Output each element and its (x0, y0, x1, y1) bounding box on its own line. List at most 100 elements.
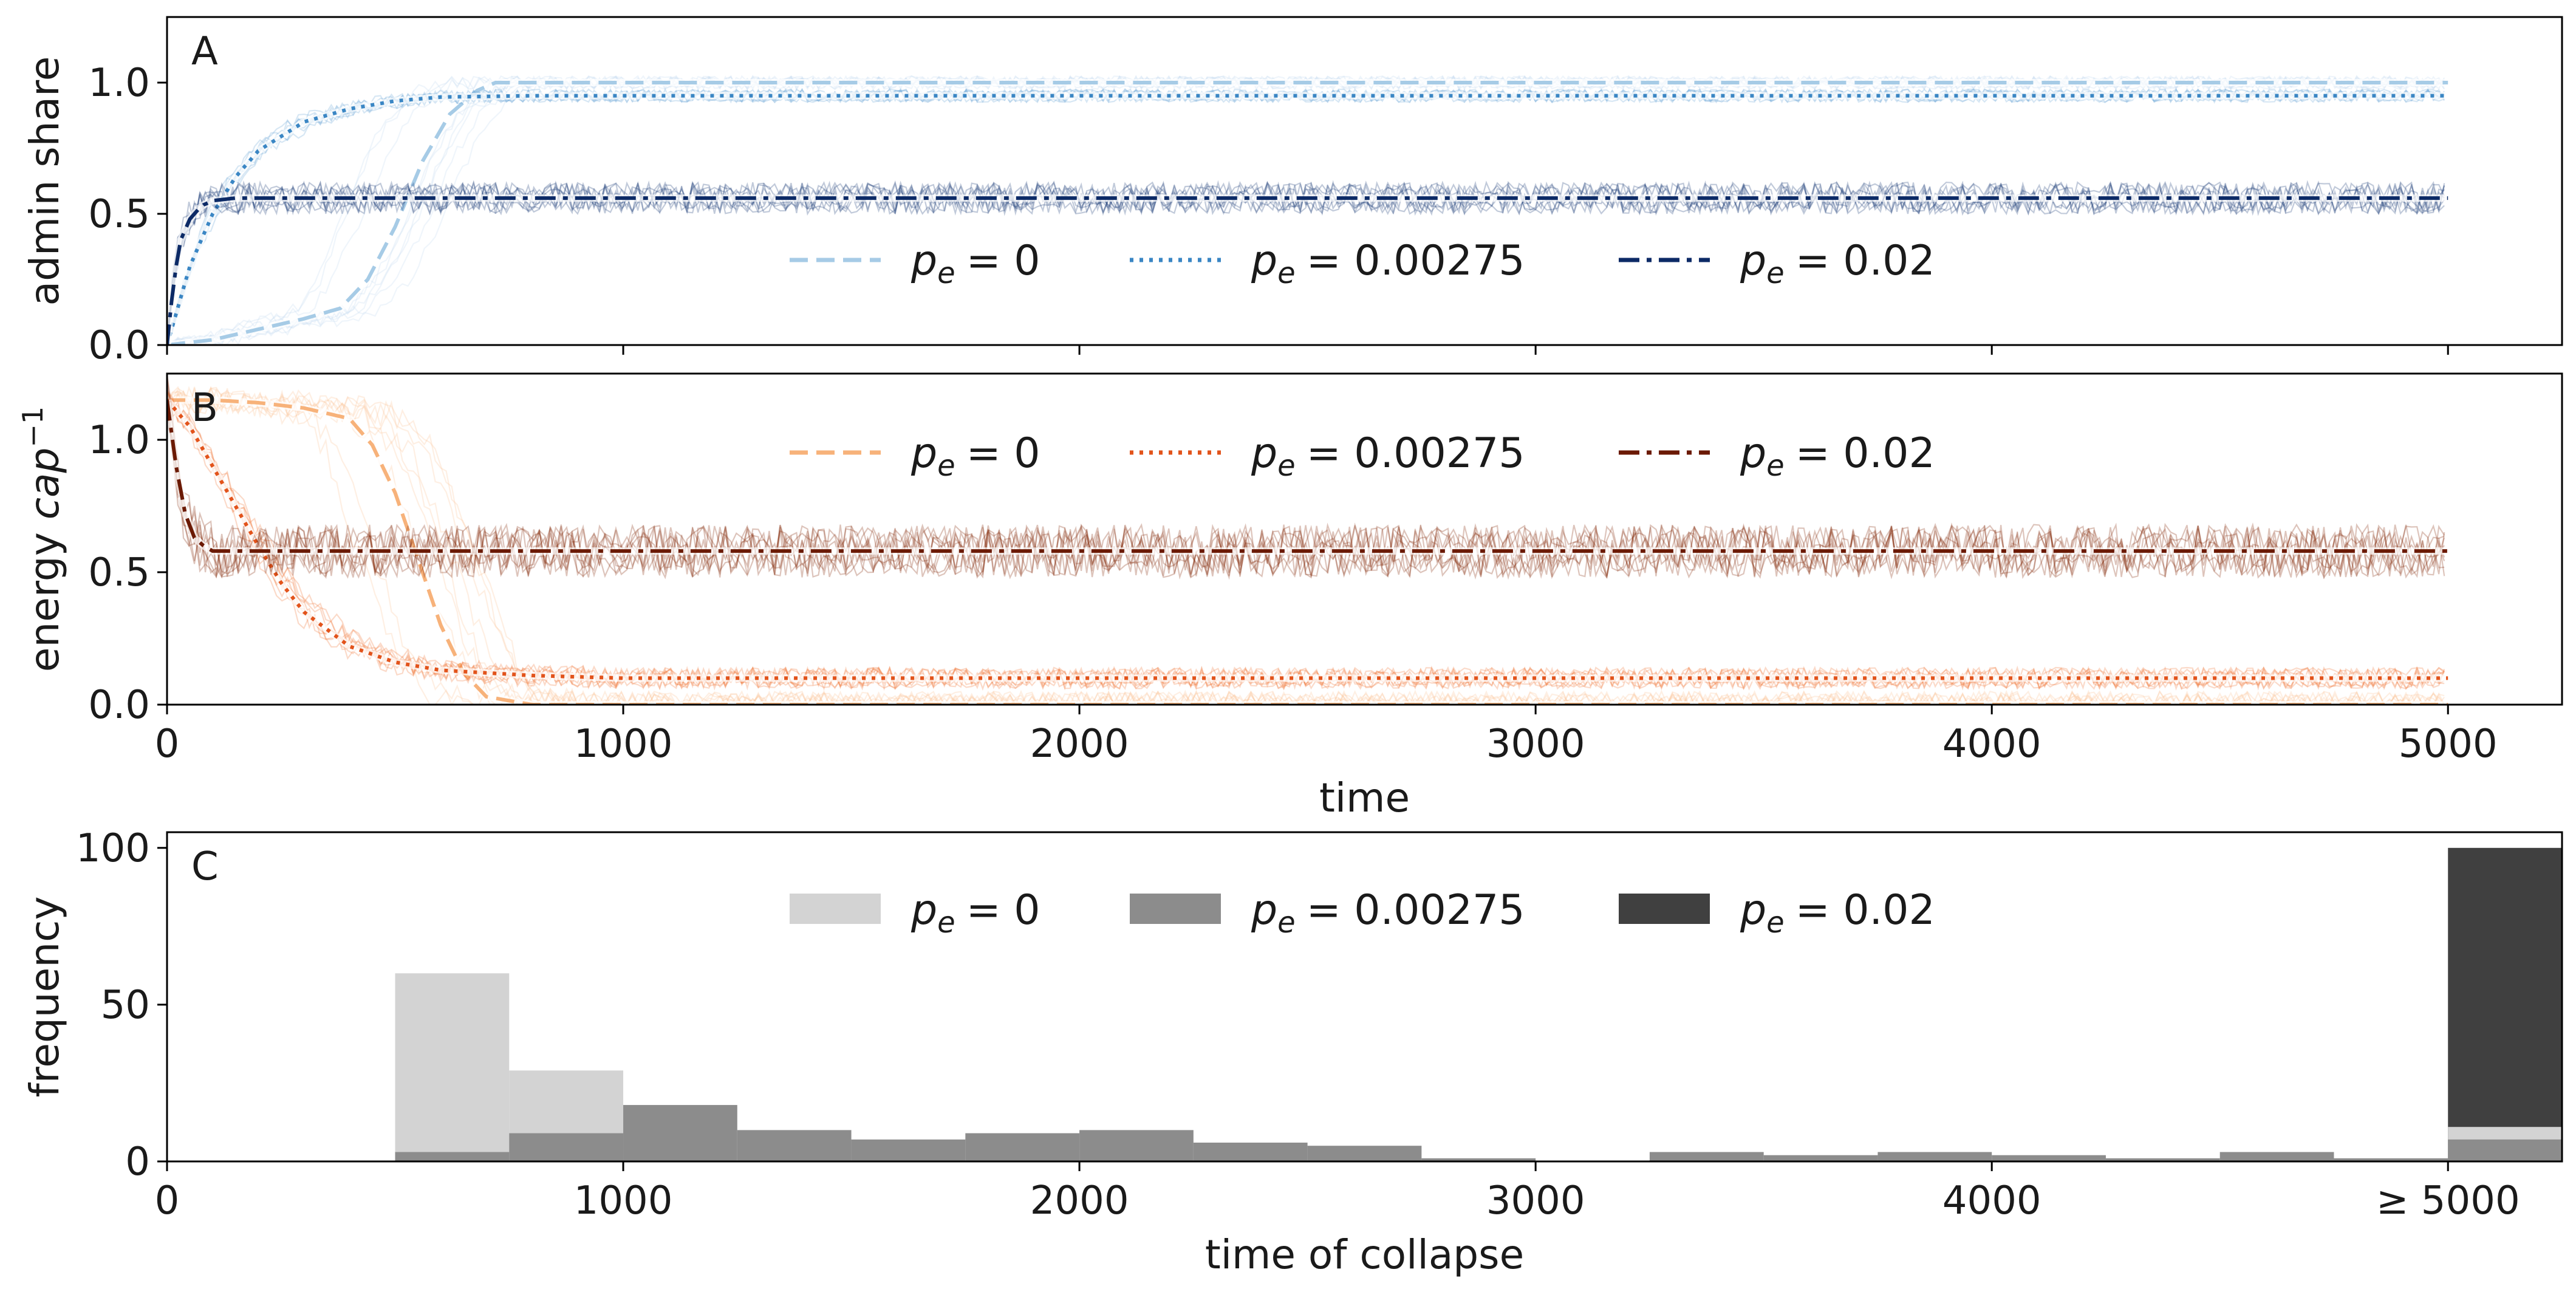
mean-line (167, 94, 2448, 345)
x-tick-label: 2000 (1030, 722, 1129, 767)
panel-letter-A: A (191, 29, 218, 74)
y-axis-label-italic: cap (21, 448, 68, 520)
x-tick-label: 5000 (2399, 722, 2498, 767)
legend-symbol: p (1251, 429, 1277, 477)
bar (965, 1133, 1080, 1161)
legend-item: pe = 0.00275 (1130, 886, 1525, 940)
legend-subscript: e (1766, 906, 1785, 940)
trajectory (167, 408, 2445, 580)
legend-label: pe = 0.00275 (1251, 886, 1525, 940)
y-axis-label-C: frequency (21, 896, 68, 1097)
y-tick-label: 0.5 (88, 550, 150, 595)
x-tick-label: 0 (155, 722, 180, 767)
series-A-2 (167, 180, 2448, 345)
y-axis-label-A: admin share (21, 56, 68, 306)
legend-swatch (1130, 894, 1221, 924)
y-axis-label-main: energy (21, 519, 68, 672)
bar (395, 973, 510, 1161)
trajectory (167, 374, 2445, 580)
bar-series-1 (395, 1105, 2562, 1161)
series-A-1 (167, 87, 2448, 345)
trajectory (167, 389, 2445, 705)
legend-item: pe = 0 (790, 886, 1040, 940)
x-tick-label: 3000 (1486, 1178, 1585, 1223)
panel-A-axes: 0.0 0.5 1.0 A (88, 16, 2563, 368)
x-tick-label: ≥ 5000 (2376, 1178, 2520, 1223)
legend-item: pe = 0.02 (1619, 429, 1935, 483)
legend-value: = 0.00275 (1307, 237, 1525, 285)
y-tick-label: 1.0 (88, 418, 150, 463)
panel-B-axes: 0.0 0.5 1.0 0 1000 2000 3000 4000 5000 B (88, 372, 2563, 767)
panel-B-frame (166, 372, 2563, 706)
legend-symbol: p (1740, 237, 1766, 285)
legend-value: = 0 (966, 886, 1040, 934)
legend-label: pe = 0 (910, 237, 1040, 290)
series-A-0 (167, 74, 2448, 345)
x-axis-label-B: time (1319, 774, 1410, 821)
y-tick-label: 1.0 (88, 61, 150, 106)
legend-symbol: p (910, 237, 937, 285)
legend-value: = 0.02 (1795, 237, 1935, 285)
bar (2448, 847, 2562, 1161)
y-axis-label-sup: −1 (16, 406, 49, 448)
legend-label: pe = 0.00275 (1251, 429, 1525, 483)
mean-line (167, 81, 2448, 345)
legend-value: = 0.00275 (1307, 429, 1525, 477)
trajectory (167, 390, 2445, 691)
bar (851, 1139, 966, 1161)
legend-symbol: p (910, 429, 937, 477)
bar (737, 1130, 852, 1161)
panel-letter-B: B (191, 386, 218, 431)
bar (2334, 1158, 2448, 1161)
bar (2105, 1158, 2220, 1161)
legend-subscript: e (1766, 449, 1785, 483)
legend-item: pe = 0.00275 (1130, 429, 1525, 483)
legend-item: pe = 0.02 (1619, 886, 1935, 940)
trajectory (167, 403, 2445, 580)
panel-letter-C: C (191, 844, 219, 889)
legend-value: = 0.00275 (1307, 886, 1525, 934)
panel-C-bars (395, 847, 2562, 1161)
bar (623, 1105, 737, 1161)
legend-subscript: e (1277, 449, 1296, 483)
legend-label: pe = 0.00275 (1251, 237, 1525, 290)
legend-subscript: e (937, 906, 955, 940)
bar (1193, 1143, 1308, 1161)
bar (1307, 1146, 1422, 1161)
trajectory (167, 180, 2445, 345)
trajectory (167, 87, 2445, 345)
legend-label: pe = 0 (910, 886, 1040, 940)
bar (1877, 1152, 1992, 1161)
legend-subscript: e (937, 449, 955, 483)
legend-subscript: e (1766, 256, 1785, 290)
trajectory (167, 402, 2445, 580)
y-tick-label: 0.0 (88, 683, 150, 728)
y-axis-label-B: energy cap−1 (16, 406, 68, 672)
mean-line (167, 398, 2448, 680)
legend-item: pe = 0.02 (1619, 237, 1935, 290)
legend-symbol: p (1251, 886, 1277, 934)
panel-A-frame (166, 16, 2563, 346)
bar (1421, 1158, 1536, 1161)
legend-label: pe = 0 (910, 429, 1040, 483)
legend-B: pe = 0 pe = 0.00275 pe = 0.02 (790, 429, 1935, 483)
legend-value: = 0 (966, 237, 1040, 285)
y-tick-label: 0 (125, 1140, 150, 1185)
bar (2219, 1152, 2334, 1161)
legend-symbol: p (1740, 429, 1766, 477)
y-tick-label: 50 (101, 983, 150, 1028)
legend-item: pe = 0 (790, 429, 1040, 483)
x-tick-label: 4000 (1942, 1178, 2041, 1223)
legend-subscript: e (1277, 906, 1296, 940)
y-tick-label: 100 (76, 826, 150, 871)
panel-C-frame (166, 831, 2563, 1163)
y-tick-label: 0.5 (88, 192, 150, 237)
series-B-1 (167, 389, 2448, 691)
legend-swatch (1619, 894, 1710, 924)
legend-label: pe = 0.02 (1740, 237, 1935, 290)
x-tick-label: 0 (155, 1178, 180, 1223)
legend-value: = 0 (966, 429, 1040, 477)
bar (395, 1152, 510, 1161)
legend-subscript: e (937, 256, 955, 290)
